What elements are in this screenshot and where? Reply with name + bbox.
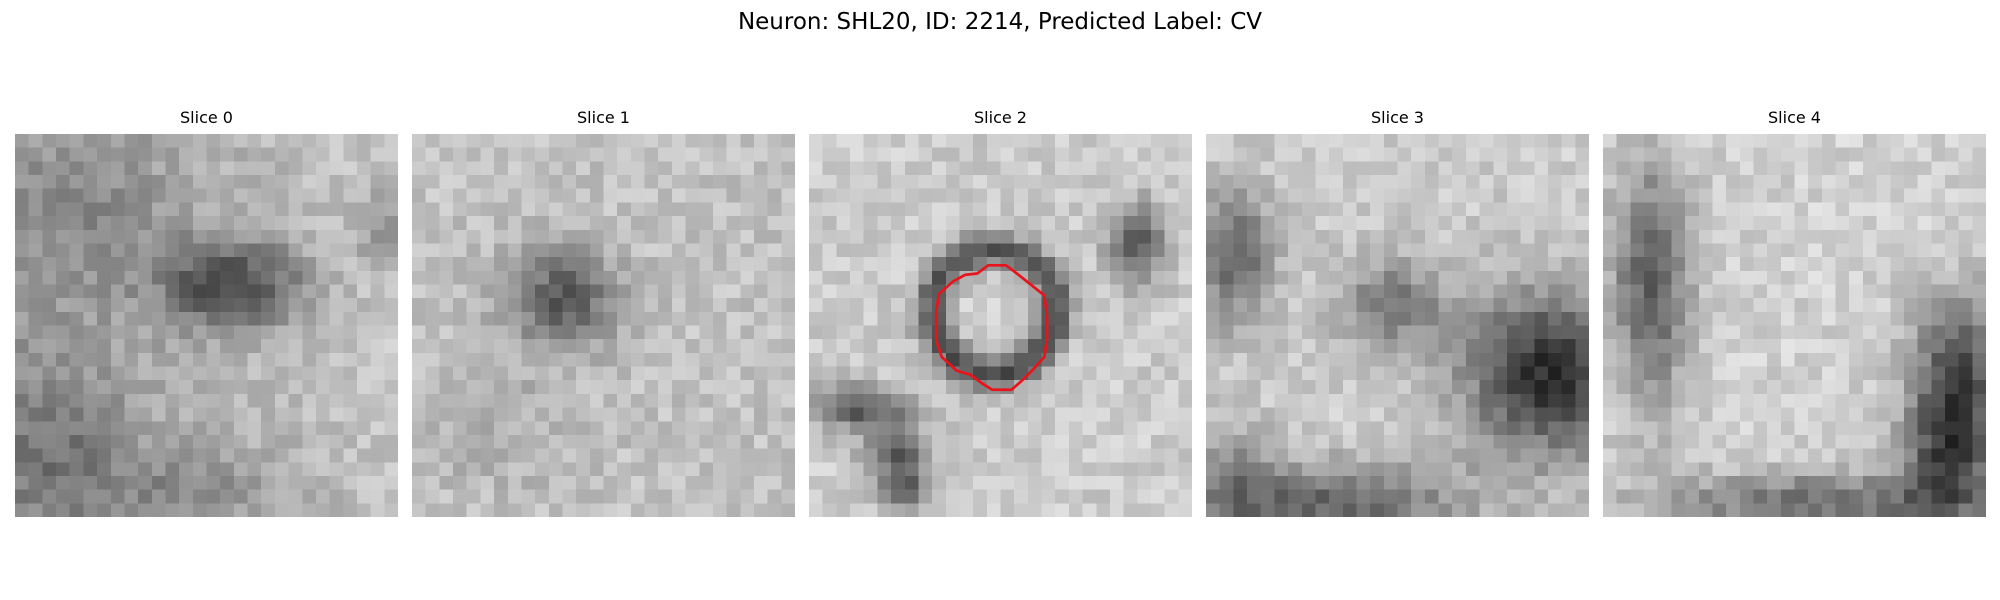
slice-title-0: Slice 0 bbox=[180, 108, 233, 127]
figure-title: Neuron: SHL20, ID: 2214, Predicted Label… bbox=[737, 9, 1263, 35]
slice-panel-2: Slice 2 bbox=[809, 108, 1192, 517]
slice-title-2: Slice 2 bbox=[974, 108, 1027, 127]
slice-image-3 bbox=[1206, 134, 1589, 517]
slice-title-1: Slice 1 bbox=[577, 108, 630, 127]
slice-image-2 bbox=[809, 134, 1192, 517]
slice-panel-1: Slice 1 bbox=[412, 108, 795, 517]
roi-contour bbox=[934, 263, 1049, 392]
slice-panel-0: Slice 0 bbox=[15, 108, 398, 517]
slice-panel-4: Slice 4 bbox=[1603, 108, 1986, 517]
slice-image-0 bbox=[15, 134, 398, 517]
slice-image-4 bbox=[1603, 134, 1986, 517]
slice-title-4: Slice 4 bbox=[1768, 108, 1821, 127]
slice-image-1 bbox=[412, 134, 795, 517]
slice-panel-3: Slice 3 bbox=[1206, 108, 1589, 517]
slice-title-3: Slice 3 bbox=[1371, 108, 1424, 127]
